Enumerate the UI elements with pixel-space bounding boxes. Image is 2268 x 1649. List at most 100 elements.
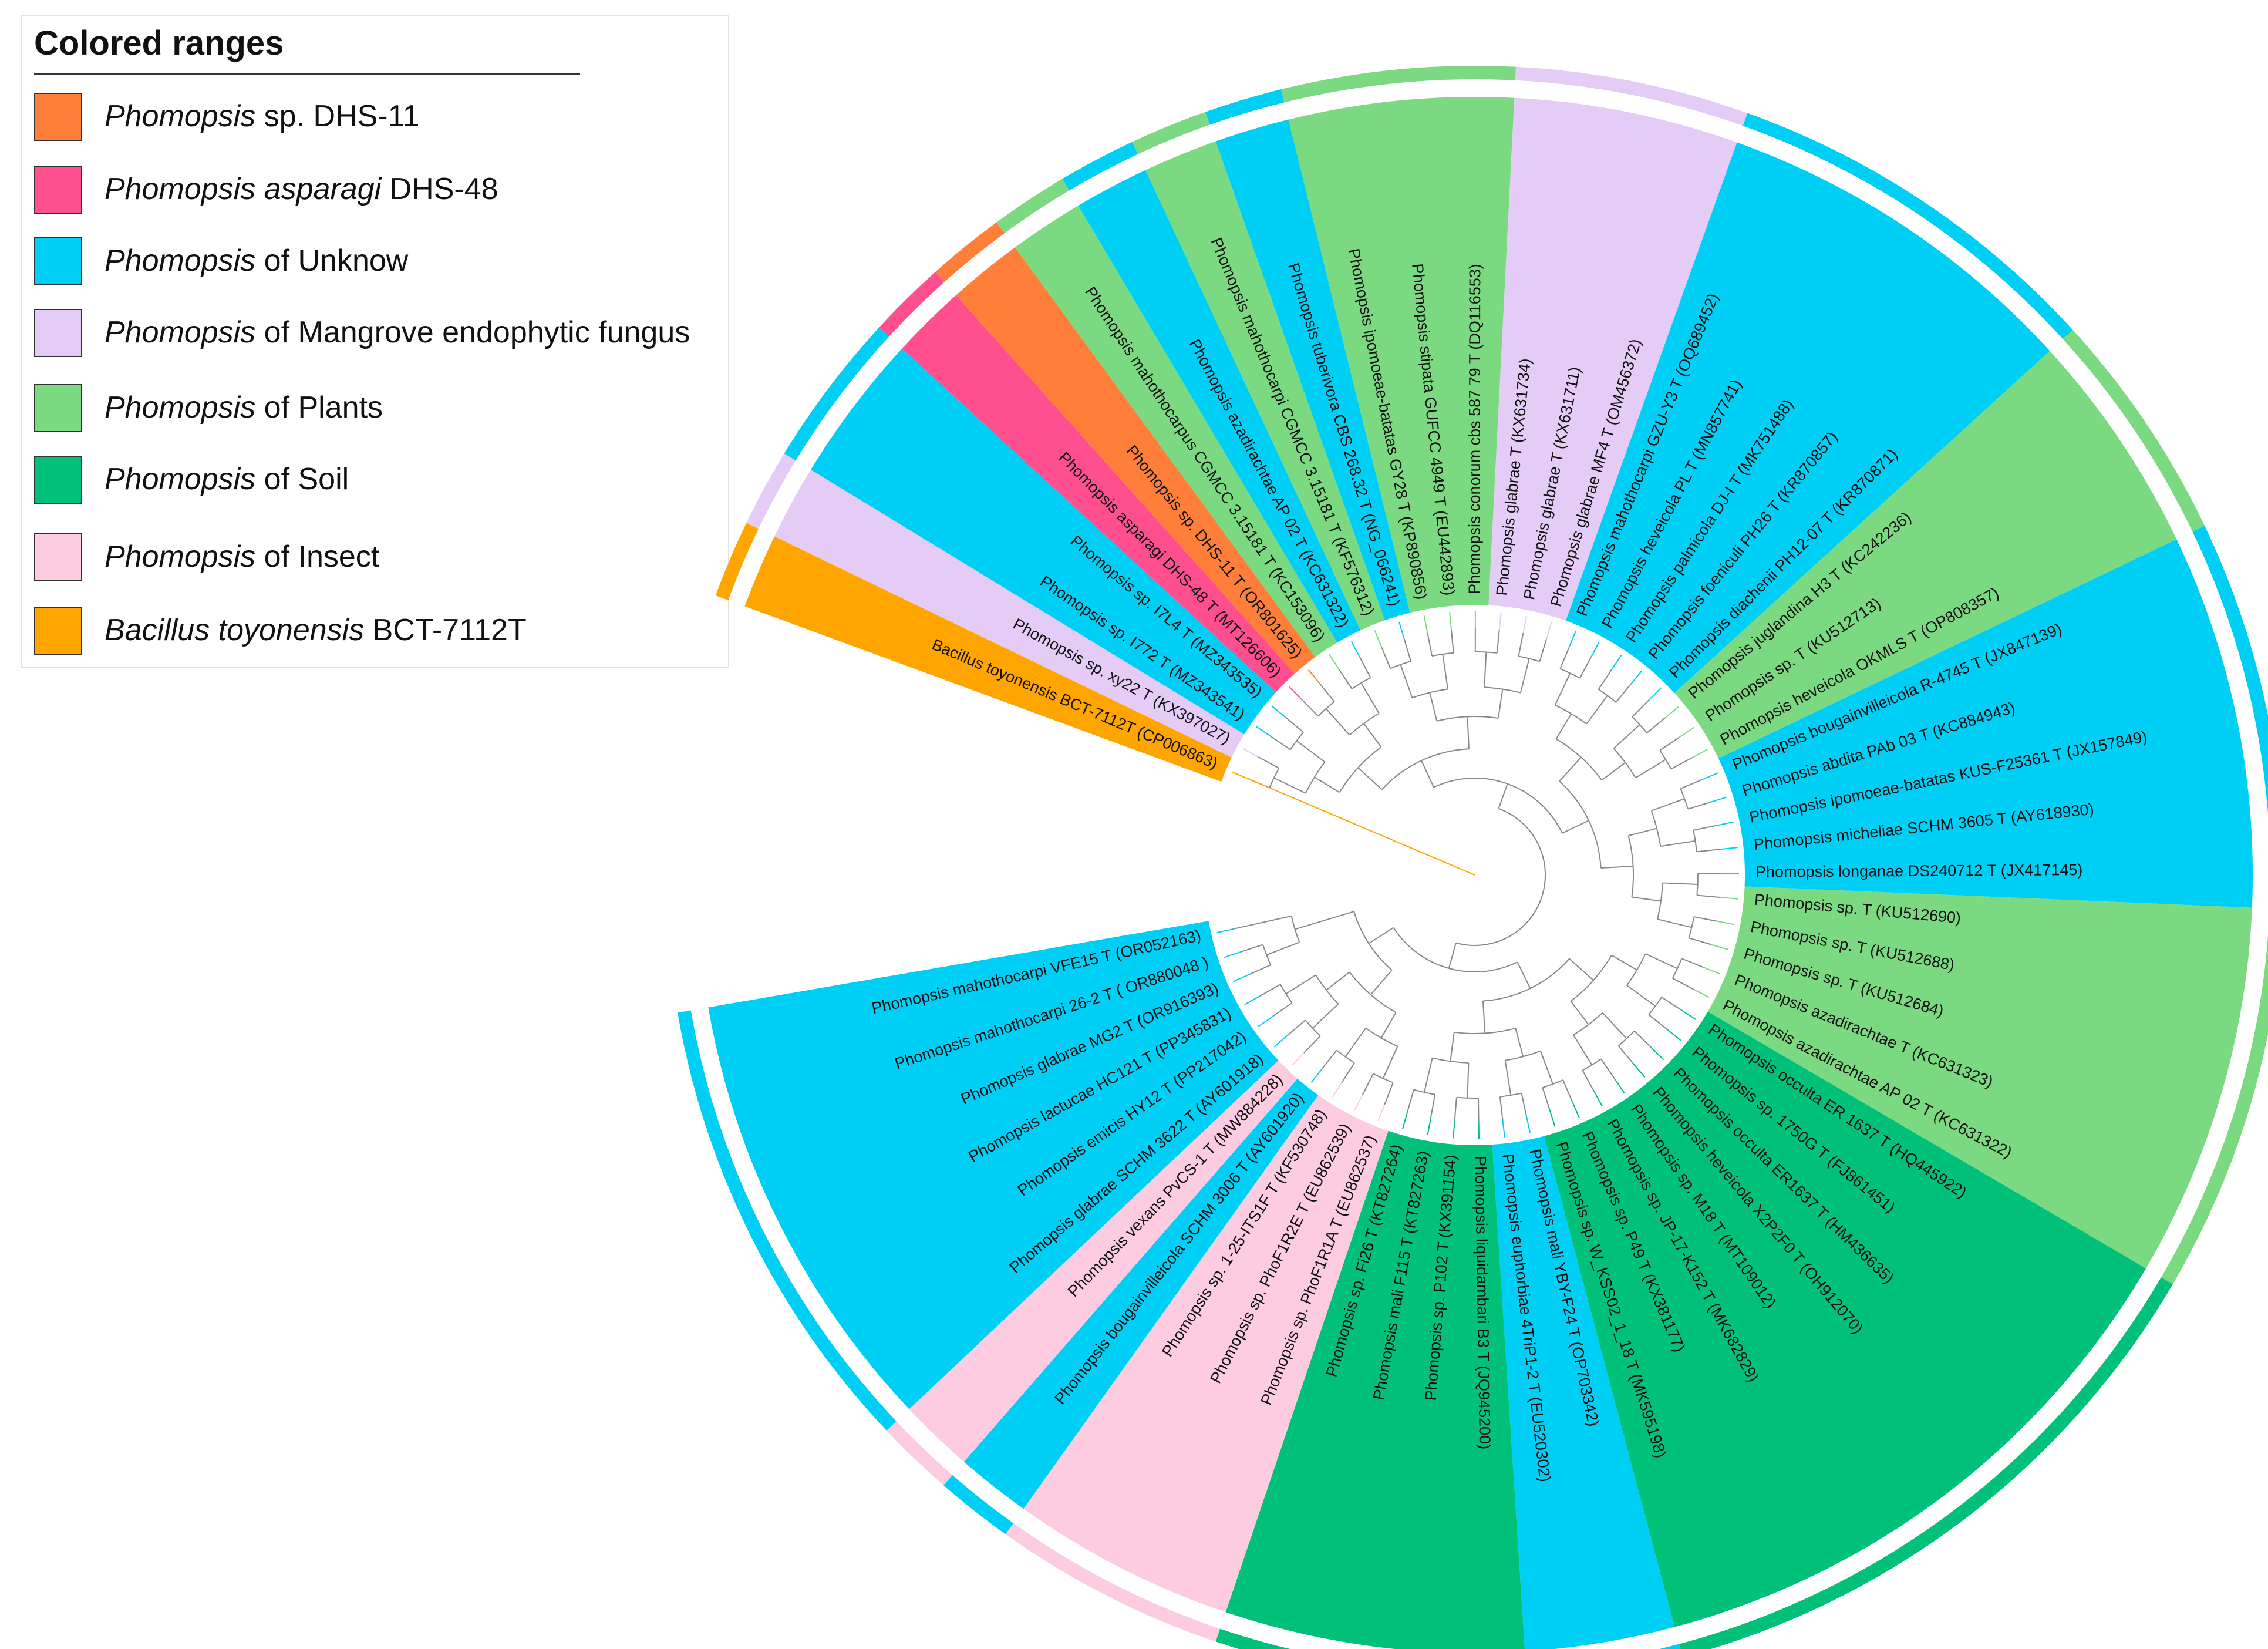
internal-branch bbox=[1657, 918, 1692, 928]
internal-branch bbox=[1660, 840, 1696, 847]
legend-label: of Plants bbox=[255, 391, 383, 425]
clade-arc bbox=[1413, 1089, 1435, 1095]
internal-branch bbox=[1555, 713, 1572, 739]
outgroup-branch bbox=[1247, 778, 1475, 876]
range-sector-plants bbox=[1707, 886, 2252, 1268]
leaf-branch bbox=[1453, 1120, 1455, 1139]
internal-branch bbox=[1661, 997, 1682, 1011]
internal-branch bbox=[1384, 1082, 1394, 1105]
clade-arc bbox=[1542, 1079, 1563, 1089]
leaf-branch bbox=[1224, 951, 1241, 958]
clade-arc bbox=[1339, 746, 1381, 793]
internal-branch bbox=[1271, 736, 1291, 751]
internal-branch bbox=[1448, 943, 1457, 969]
outer-color-ring bbox=[678, 66, 2268, 1649]
range-sector-unknown bbox=[1078, 170, 1361, 643]
internal-branch bbox=[1632, 896, 1662, 902]
leaf-branch bbox=[1633, 1063, 1646, 1078]
internal-branch bbox=[1363, 723, 1382, 748]
internal-branch bbox=[1380, 1012, 1397, 1039]
legend-swatch bbox=[34, 384, 82, 432]
leaf-branch bbox=[1701, 772, 1719, 780]
clade-arc bbox=[1279, 984, 1293, 1004]
internal-branch bbox=[1681, 958, 1704, 968]
internal-branch bbox=[1381, 646, 1391, 669]
ring-segment-plants bbox=[996, 179, 1070, 234]
internal-branch bbox=[1632, 699, 1649, 718]
legend-italic: Phomopsis bbox=[105, 99, 256, 133]
leaf-branch bbox=[1423, 615, 1428, 634]
legend-swatch bbox=[34, 309, 82, 357]
clade-arc bbox=[1262, 944, 1272, 965]
internal-branch bbox=[1562, 1079, 1573, 1102]
internal-branch bbox=[1368, 927, 1394, 944]
leaf-branch bbox=[1427, 1118, 1431, 1135]
legend-title: Colored ranges bbox=[34, 24, 284, 62]
internal-branch bbox=[1662, 882, 1698, 885]
range-sector-plants bbox=[1288, 97, 1515, 613]
internal-branch bbox=[1423, 1058, 1433, 1093]
clade-arc bbox=[1693, 830, 1697, 852]
leaf-branch bbox=[1377, 1104, 1386, 1122]
leaf-branch bbox=[1693, 988, 1710, 998]
internal-branch bbox=[1600, 865, 1633, 869]
range-sector-plants bbox=[1674, 351, 2177, 759]
legend-swatch bbox=[34, 237, 82, 285]
clade-arc bbox=[1349, 971, 1397, 1014]
leaf-branch bbox=[1711, 944, 1728, 950]
leaf-branch bbox=[1681, 1009, 1697, 1021]
ring-segment-plants bbox=[1280, 66, 1517, 103]
ring-segment-unknown bbox=[2192, 526, 2268, 815]
ring-segment-mangrove bbox=[1515, 66, 1748, 126]
leaf-branch bbox=[1354, 1094, 1363, 1111]
leaf-branch bbox=[1716, 821, 1734, 826]
internal-branch bbox=[1697, 894, 1721, 898]
clade-arc bbox=[1582, 1058, 1602, 1071]
internal-branch bbox=[1272, 1002, 1293, 1017]
internal-branch bbox=[1598, 669, 1612, 690]
range-sector-insect bbox=[1023, 1095, 1389, 1613]
legend-italic: Phomopsis bbox=[105, 462, 256, 496]
internal-branch bbox=[1559, 647, 1570, 669]
leaf-branch bbox=[1310, 1068, 1323, 1083]
legend-item-soil: Phomopsis of Soil bbox=[34, 456, 715, 505]
leaf-branch bbox=[1720, 897, 1738, 900]
legend-italic: Phomopsis bbox=[105, 315, 256, 349]
internal-branch bbox=[1295, 911, 1354, 930]
legend-item-plants: Phomopsis of Plants bbox=[34, 384, 715, 433]
internal-branch bbox=[1696, 849, 1720, 853]
internal-branch bbox=[1659, 736, 1680, 751]
ring-segment-plants bbox=[2161, 935, 2268, 1284]
legend-swatch bbox=[34, 456, 82, 504]
ring-segment-unknown bbox=[784, 327, 889, 461]
legend-item-dhs48: Phomopsis asparagi DHS-48 bbox=[34, 166, 715, 215]
leaf-branch bbox=[1691, 749, 1708, 759]
ring-segment-insect bbox=[887, 1421, 953, 1486]
internal-branch bbox=[1477, 1098, 1480, 1122]
ring-segment-plants bbox=[2063, 329, 2205, 532]
range-sector-mangrove bbox=[774, 469, 1245, 758]
ring-segment-unknown bbox=[1659, 1644, 1681, 1649]
internal-branch bbox=[1430, 1094, 1436, 1118]
internal-branch bbox=[1694, 916, 1717, 922]
range-sector-soil bbox=[1544, 1011, 2146, 1627]
leaf-branch bbox=[1717, 920, 1735, 926]
clade-arc bbox=[1433, 778, 1563, 834]
range-sector-unknown bbox=[963, 1078, 1319, 1509]
internal-branch bbox=[1646, 717, 1666, 733]
leaf-branch bbox=[1525, 1116, 1531, 1134]
internal-branch bbox=[1482, 1001, 1486, 1034]
leaf-branch bbox=[1231, 771, 1248, 779]
internal-branch bbox=[1601, 762, 1626, 781]
internal-branch bbox=[1504, 1060, 1512, 1096]
legend-label: sp. DHS-11 bbox=[255, 99, 420, 133]
taxon-label: Phomopsis conorum cbs 587 79 T (DQ116553… bbox=[1465, 264, 1484, 594]
internal-branch bbox=[1573, 1034, 1593, 1065]
internal-branch bbox=[1344, 1028, 1367, 1058]
legend-panel: Colored ranges Phomopsis sp. DHS-11 Phom… bbox=[21, 15, 729, 668]
internal-branch bbox=[1586, 695, 1608, 725]
legend-italic: Phomopsis bbox=[105, 244, 256, 278]
range-sector-unknown bbox=[1566, 142, 2050, 694]
ring-segment-dhs11 bbox=[935, 222, 1005, 282]
internal-branch bbox=[1645, 953, 1678, 970]
